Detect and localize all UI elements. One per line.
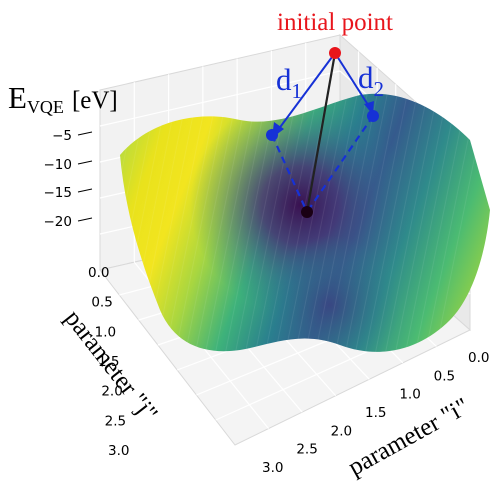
- z-tick-mark: [77, 217, 93, 222]
- i-axis-ticks: 0.0 0.5 1.0 1.5 2.0 2.5 3.0: [262, 350, 489, 476]
- grid-line: [99, 70, 341, 127]
- surface-mesh-line: [189, 93, 251, 352]
- z-tick-mark: [77, 160, 93, 165]
- surface-mesh-line: [120, 93, 171, 352]
- i-axis-label: parameter "i": [344, 393, 474, 481]
- surface-mesh-line: [279, 93, 341, 352]
- j-tick-label: 2.0: [101, 384, 122, 400]
- surface-mesh-line: [399, 93, 461, 352]
- path-d2-dashed: [306, 115, 374, 213]
- d2-label: d2: [358, 60, 384, 101]
- surface-mesh-line: [309, 93, 371, 352]
- z-tick-label: −10: [44, 157, 73, 173]
- d2-endpoint-marker: [367, 110, 379, 122]
- surface-mesh-line: [339, 93, 401, 352]
- z-axis-label: EVQE [eV]: [8, 80, 118, 117]
- z-tick-mark: [77, 131, 93, 136]
- j-tick-label: 3.0: [108, 443, 129, 459]
- surface-mesh-line: [349, 93, 411, 352]
- i-tick-label: 1.0: [399, 387, 420, 403]
- d1-label: d1: [276, 62, 302, 103]
- surface-mesh-line: [179, 93, 241, 352]
- z-axis-label-main: E: [8, 80, 27, 115]
- initial-point-marker: [329, 47, 341, 59]
- energy-surface: [120, 93, 490, 352]
- i-tick-label: 1.5: [365, 405, 386, 421]
- surface-mesh-line: [289, 93, 351, 352]
- z-tick-label: −15: [44, 185, 73, 201]
- optimization-paths: [266, 47, 379, 218]
- surface-mesh-line: [319, 93, 381, 352]
- j-tick-label: 0.0: [88, 265, 109, 281]
- initial-point-label: initial point: [277, 9, 393, 36]
- surface-mesh-line: [239, 93, 301, 352]
- z-axis-ticks: −5 −10 −15 −20: [44, 128, 93, 230]
- z-axis-label-unit: [eV]: [72, 87, 118, 114]
- surface-mesh-line: [249, 93, 311, 352]
- d2-label-main: d: [358, 60, 374, 95]
- i-tick-label: 2.0: [331, 423, 352, 439]
- j-axis-ticks: 0.0 0.5 1.0 1.5 2.0 2.5 3.0: [88, 265, 129, 459]
- j-tick-label: 0.5: [91, 295, 112, 311]
- i-tick-label: 0.5: [434, 368, 455, 384]
- surface-mesh-line: [199, 93, 261, 352]
- path-center: [305, 52, 337, 213]
- d1-label-sub: 1: [292, 79, 303, 103]
- surface-mesh-line: [269, 93, 331, 352]
- j-tick-label: 1.5: [98, 354, 119, 370]
- surface-mesh-line: [369, 93, 431, 352]
- z-axis-label-sub: VQE: [27, 97, 64, 117]
- minimum-point-marker: [301, 206, 313, 218]
- path-d1-solid: [277, 52, 336, 131]
- surface-mesh-line: [359, 93, 421, 352]
- surface-mesh-line: [389, 93, 451, 352]
- z-tick-label: −20: [44, 214, 73, 230]
- surface-mesh-line: [299, 93, 361, 352]
- surface-mesh-line: [379, 93, 441, 352]
- d1-endpoint-marker: [266, 129, 278, 141]
- surface-mesh-line: [259, 93, 321, 352]
- z-tick-label: −5: [52, 128, 72, 144]
- surface-mesh-line: [209, 93, 271, 352]
- path-d1-dashed: [270, 134, 309, 213]
- i-tick-label: 0.0: [468, 350, 489, 366]
- surface-mesh-line: [329, 93, 391, 352]
- z-tick-mark: [77, 188, 93, 193]
- d1-label-main: d: [276, 62, 292, 97]
- path-d2-solid: [334, 52, 371, 109]
- j-tick-label: 2.5: [105, 413, 126, 429]
- i-tick-label: 3.0: [262, 460, 283, 476]
- surface-mesh-line: [169, 93, 231, 352]
- d2-label-sub: 2: [374, 77, 385, 101]
- i-tick-label: 2.5: [296, 442, 317, 458]
- j-tick-label: 1.0: [95, 324, 116, 340]
